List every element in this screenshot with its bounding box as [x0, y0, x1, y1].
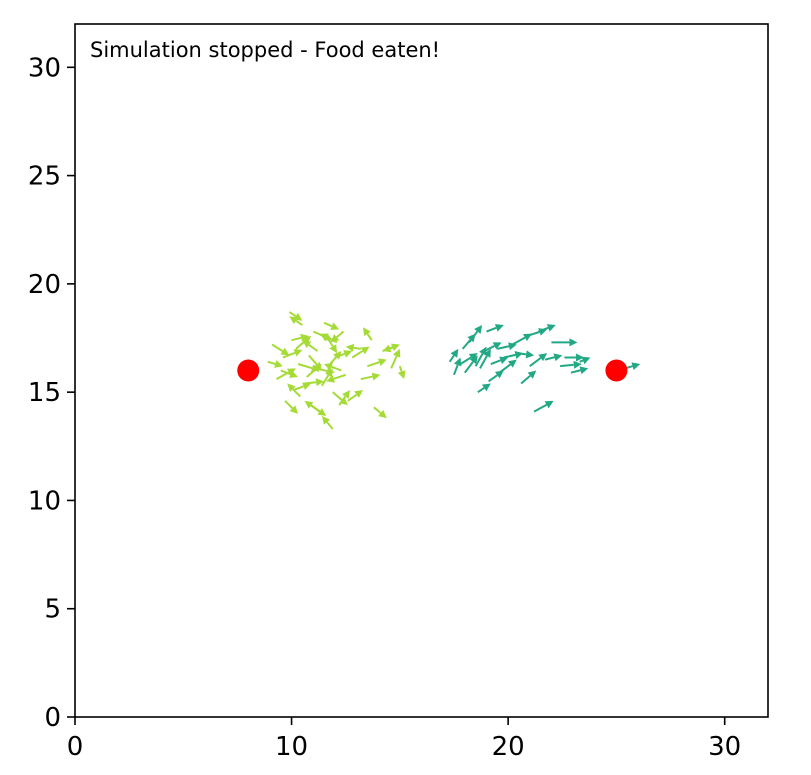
x-axis-ticks: 0 10 20 30: [67, 717, 741, 762]
agent-arrow: [488, 370, 504, 383]
agent-arrow: [382, 344, 396, 353]
agent-arrow: [529, 353, 548, 367]
x-tick-label: 20: [492, 732, 525, 762]
agent-arrow: [448, 348, 459, 363]
agent-arrow: [324, 363, 342, 372]
x-tick-label: 10: [275, 732, 308, 762]
agent-arrow: [477, 383, 491, 393]
y-tick-label: 30: [28, 53, 61, 83]
agent-arrow: [293, 382, 312, 391]
food-marker: [605, 359, 628, 382]
agent-arrow: [516, 350, 535, 359]
agent-arrow: [390, 348, 401, 369]
agent-arrow: [570, 366, 589, 375]
agent-arrow: [363, 327, 373, 341]
agent-arrow: [503, 351, 524, 359]
agent-arrow: [479, 348, 491, 369]
agent-arrow: [315, 367, 335, 375]
agent-arrow: [367, 358, 387, 368]
agent-arrow: [310, 404, 327, 416]
agent-arrow: [490, 356, 509, 365]
agent-arrow: [338, 389, 351, 406]
agent-arrow: [326, 373, 347, 383]
agent-group-1: [267, 311, 406, 430]
agent-arrow: [373, 406, 387, 419]
agent-arrow: [453, 357, 462, 376]
agent-arrow: [520, 370, 537, 385]
agent-arrow: [551, 338, 578, 347]
agent-arrow: [287, 383, 301, 398]
agent-arrow: [267, 360, 283, 368]
agent-arrow: [483, 342, 502, 352]
agent-arrow: [624, 362, 641, 371]
agent-arrow: [295, 335, 312, 350]
x-tick-label: 0: [67, 732, 84, 762]
agent-arrow: [579, 356, 591, 365]
agent-arrow: [347, 389, 364, 402]
agent-group-2: [448, 324, 641, 413]
y-tick-label: 0: [44, 703, 61, 733]
agent-arrow: [323, 321, 340, 330]
food-marker: [237, 359, 260, 382]
y-tick-label: 15: [28, 378, 61, 408]
agent-arrow: [304, 378, 325, 387]
agent-arrow: [538, 324, 556, 333]
y-tick-label: 25: [28, 162, 61, 192]
agent-arrow: [271, 343, 290, 356]
quiver-arrows: [267, 311, 641, 430]
agent-arrow: [345, 343, 362, 352]
agent-arrow: [464, 355, 478, 374]
agent-arrow: [284, 400, 299, 414]
agent-arrow: [325, 335, 338, 354]
agent-arrow: [564, 353, 584, 362]
y-tick-label: 5: [44, 595, 61, 625]
agent-arrow: [397, 365, 406, 380]
agent-arrow: [486, 324, 504, 333]
y-tick-label: 20: [28, 270, 61, 300]
plot-frame: [74, 23, 769, 718]
agent-arrow: [498, 359, 517, 374]
agent-arrow: [461, 333, 476, 350]
agent-arrow: [351, 346, 370, 359]
y-axis-ticks: 0 5 10 15 20 25 30: [28, 53, 75, 733]
food-markers: [237, 359, 628, 382]
status-annotation: Simulation stopped - Food eaten!: [90, 38, 440, 62]
agent-arrow: [544, 353, 563, 362]
agent-arrow: [360, 372, 381, 381]
agent-arrow: [334, 350, 353, 359]
agent-arrow: [288, 311, 303, 321]
agent-arrow: [330, 330, 345, 343]
agent-arrow: [321, 415, 334, 430]
x-tick-label: 30: [708, 732, 741, 762]
y-tick-label: 10: [28, 486, 61, 516]
agent-arrow: [560, 360, 582, 369]
agent-arrow: [280, 369, 299, 378]
agent-arrow: [533, 400, 554, 413]
agent-arrow: [459, 353, 478, 365]
